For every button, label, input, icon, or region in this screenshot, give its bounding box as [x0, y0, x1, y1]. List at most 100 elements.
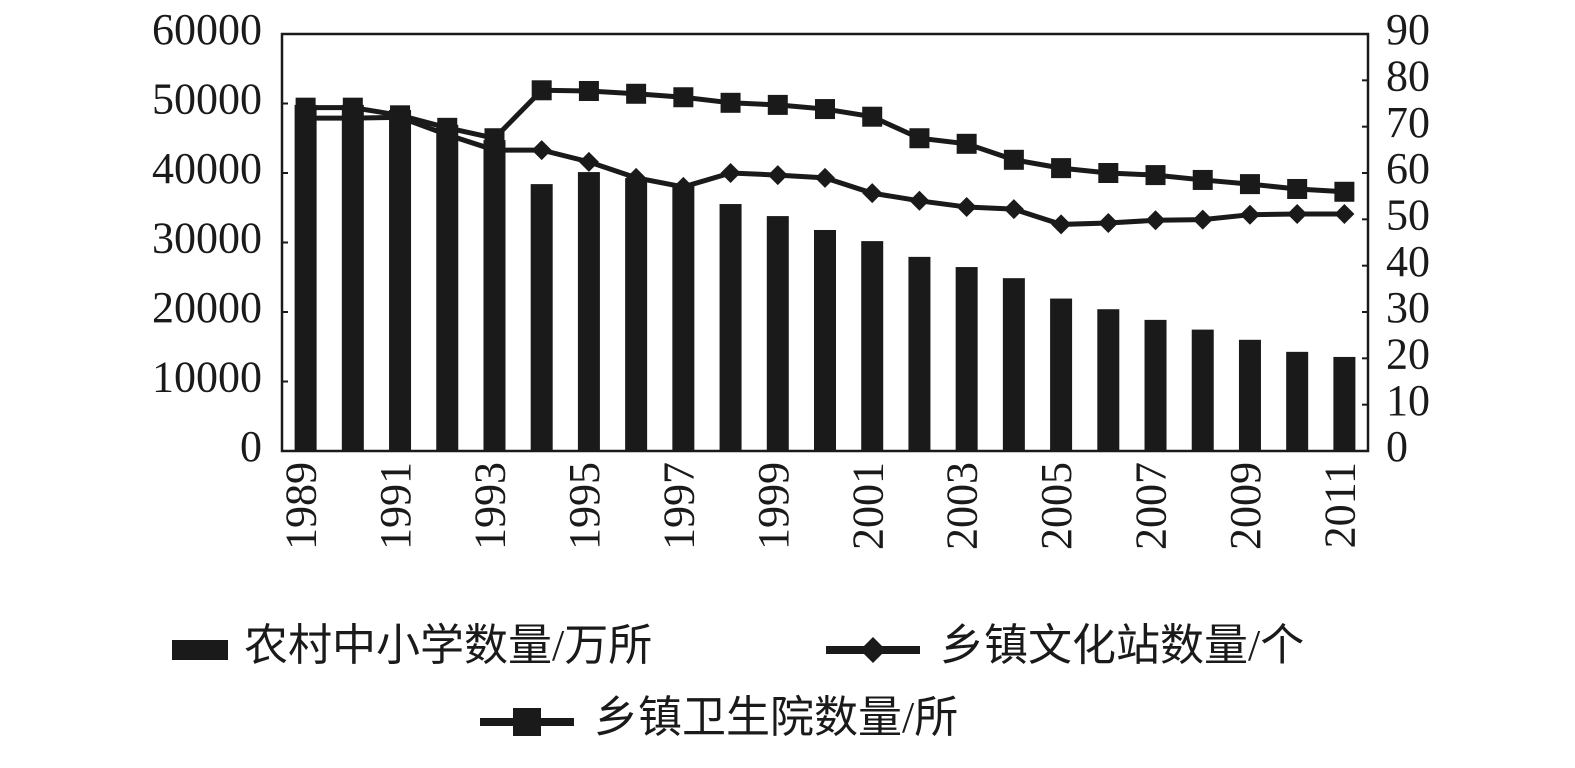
x-tick-label: 2007 — [1127, 462, 1176, 550]
x-tick-label: 2011 — [1315, 462, 1364, 548]
y2-tick-label: 30 — [1386, 283, 1430, 332]
marker — [1098, 213, 1119, 234]
legend-label: 农村中小学数量/万所 — [244, 621, 652, 670]
x-tick-label: 1999 — [749, 462, 798, 550]
x-tick-label: 2003 — [938, 462, 987, 550]
bar — [719, 204, 742, 451]
marker — [1145, 210, 1166, 231]
bar — [908, 256, 931, 451]
bar — [577, 172, 600, 451]
bar — [814, 229, 836, 451]
marker — [956, 197, 977, 218]
marker — [862, 183, 883, 204]
marker — [767, 165, 788, 186]
x-tick-label: 1989 — [277, 462, 326, 550]
y-tick-label: 60000 — [152, 5, 262, 54]
marker — [626, 83, 647, 104]
marker — [1192, 169, 1213, 190]
marker — [1334, 181, 1355, 202]
marker — [909, 190, 930, 211]
x-tick-label: 1993 — [466, 462, 515, 550]
y-tick-label: 50000 — [152, 75, 262, 124]
bar — [436, 124, 459, 452]
y2-tick-label: 90 — [1386, 5, 1430, 54]
marker — [578, 151, 599, 172]
x-tick-label: 1997 — [654, 462, 703, 550]
y2-tick-label: 20 — [1386, 329, 1430, 378]
y2-tick-label: 50 — [1386, 190, 1430, 239]
bar — [672, 185, 695, 451]
marker — [767, 94, 788, 115]
marker — [1334, 204, 1355, 225]
marker — [673, 87, 694, 108]
bar — [1050, 298, 1073, 451]
bar — [483, 140, 506, 451]
marker — [342, 97, 363, 118]
plot-frame — [280, 32, 1370, 453]
bar — [1002, 278, 1025, 451]
marker — [1051, 158, 1072, 179]
marker — [1239, 204, 1260, 225]
marker — [437, 117, 458, 138]
y2-tick-label: 60 — [1386, 144, 1430, 193]
bar — [1097, 309, 1120, 451]
marker — [1287, 178, 1308, 199]
bar — [1191, 329, 1214, 451]
marker — [626, 167, 647, 188]
marker — [673, 176, 694, 197]
legend-marker — [860, 637, 886, 663]
y2-tick-label: 10 — [1386, 376, 1430, 425]
y-tick-label: 20000 — [152, 283, 262, 332]
bar — [530, 184, 553, 451]
marker — [1239, 174, 1260, 195]
y2-tick-label: 40 — [1386, 237, 1430, 286]
bar — [341, 104, 364, 451]
x-tick-label: 1991 — [371, 462, 420, 550]
bar — [1144, 319, 1167, 451]
x-tick-label: 1995 — [560, 462, 609, 550]
marker — [531, 140, 552, 161]
bar — [766, 216, 789, 451]
legend-label: 乡镇卫生院数量/所 — [594, 693, 958, 742]
y2-tick-label: 80 — [1386, 51, 1430, 100]
marker — [1192, 209, 1213, 230]
marker — [295, 97, 316, 118]
bar — [389, 109, 412, 451]
y-tick-label: 10000 — [152, 353, 262, 402]
bar — [1286, 351, 1309, 451]
bar — [861, 241, 884, 451]
legend-marker — [513, 708, 541, 736]
bar — [1333, 356, 1356, 451]
marker — [390, 105, 411, 126]
marker — [578, 80, 599, 101]
bar — [955, 267, 978, 451]
marker — [1145, 165, 1166, 186]
marker — [720, 163, 741, 183]
x-tick-label: 2005 — [1032, 462, 1081, 550]
marker — [1098, 163, 1119, 183]
legend-swatch — [172, 640, 228, 660]
bar — [1238, 339, 1261, 451]
x-tick-label: 2001 — [843, 462, 892, 550]
y2-tick-label: 0 — [1386, 422, 1408, 471]
marker — [909, 128, 930, 149]
marker — [815, 167, 835, 188]
y-tick-label: 40000 — [152, 144, 262, 193]
marker — [720, 92, 741, 113]
y-tick-label: 30000 — [152, 214, 262, 263]
marker — [815, 99, 835, 120]
y-tick-label: 0 — [240, 422, 262, 471]
marker — [1003, 199, 1024, 220]
marker — [1287, 204, 1308, 225]
marker — [1003, 149, 1024, 170]
marker — [862, 106, 883, 127]
marker — [531, 80, 552, 101]
legend-label: 乡镇文化站数量/个 — [940, 621, 1304, 670]
bar — [294, 104, 317, 451]
y2-tick-label: 70 — [1386, 98, 1430, 147]
marker — [1051, 214, 1072, 235]
marker — [956, 133, 977, 154]
marker — [484, 128, 505, 149]
x-tick-label: 2009 — [1221, 462, 1270, 550]
